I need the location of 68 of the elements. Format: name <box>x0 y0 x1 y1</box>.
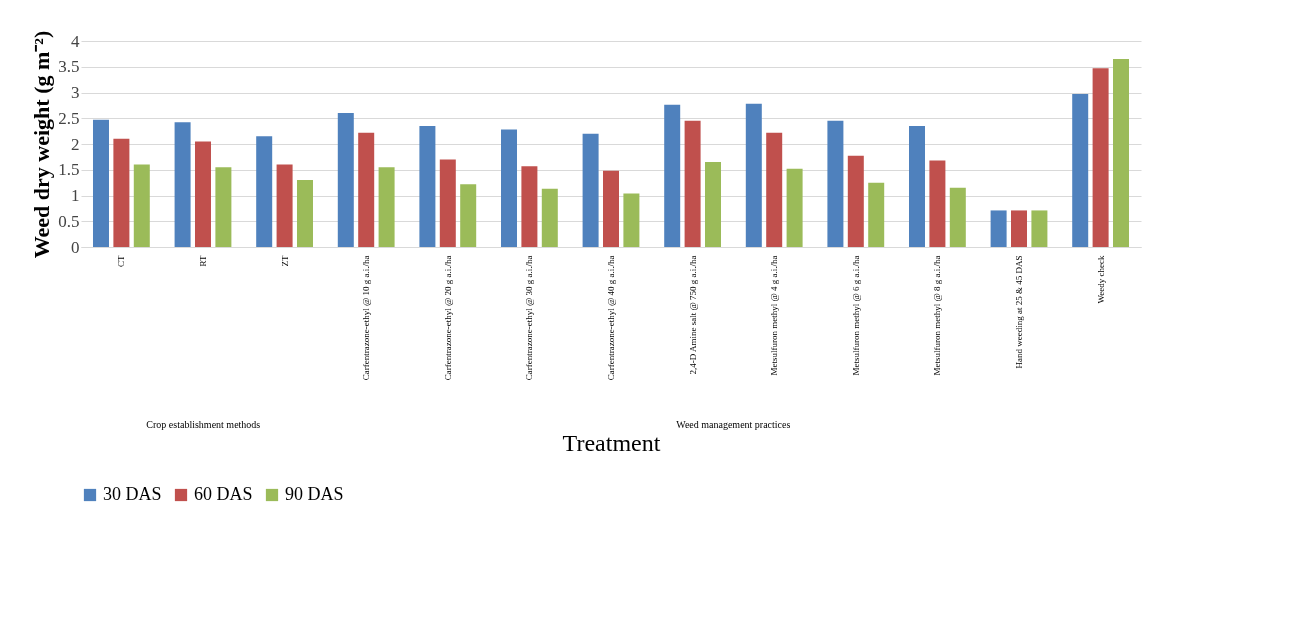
bar <box>194 141 211 247</box>
x-tick-label: Metsulfuron methyl @ 4 g a.i./ha <box>769 255 780 376</box>
bar <box>1072 94 1089 247</box>
x-tick-label: RT <box>197 255 208 267</box>
bar <box>664 104 681 247</box>
bar <box>133 164 150 247</box>
x-tick-label: CT <box>116 255 127 268</box>
bar <box>623 193 640 247</box>
x-tick-label: Carfentrazone-ethyl @ 40 g a.i./ha <box>606 255 616 381</box>
bar <box>439 159 456 247</box>
y-tick-label: 2.5 <box>58 108 80 128</box>
bar <box>603 170 619 247</box>
x-tick-label: 2,4-D Amine salt @ 750 g a.i./ha <box>687 255 698 375</box>
bar <box>684 120 701 247</box>
y-tick-label: 2 <box>71 134 80 154</box>
bar <box>215 167 232 247</box>
x-tick-label: Weedy check <box>1095 255 1106 304</box>
bar <box>786 168 803 247</box>
bar <box>949 187 966 247</box>
bar <box>378 167 395 247</box>
bar <box>909 125 925 247</box>
bar <box>745 103 762 247</box>
text: Crop establishment methods <box>146 419 261 430</box>
y-tick-label: 4 <box>71 31 80 51</box>
bar <box>297 180 313 247</box>
y-tick-label: 0.5 <box>58 211 80 231</box>
bar <box>256 136 273 247</box>
bar <box>419 125 436 247</box>
bar <box>990 210 1007 247</box>
bar <box>1113 59 1130 247</box>
bar <box>113 138 130 247</box>
text: Weed management practices <box>676 419 791 430</box>
bar <box>929 160 946 247</box>
x-tick-label: Metsulfuron methyl @ 8 g a.i./ha <box>932 255 943 376</box>
y-tick-label: 1.5 <box>58 160 80 180</box>
bar <box>92 119 109 247</box>
y-tick-label: 0 <box>71 237 80 257</box>
legend-label: 60 DAS <box>194 484 253 504</box>
y-axis-title: Weed dry weight (g m⁻²) <box>29 30 55 259</box>
x-tick-label: Carfentrazone-ethyl @ 30 g a.i./ha <box>524 255 535 381</box>
bar <box>174 122 191 247</box>
bar <box>582 133 599 247</box>
bar <box>337 113 354 247</box>
x-tick-label: ZT <box>279 255 290 267</box>
bar <box>766 132 783 247</box>
bar <box>501 129 517 247</box>
bar <box>1031 210 1048 247</box>
y-tick-label: 1 <box>71 186 80 205</box>
bar <box>868 182 885 247</box>
bar <box>1092 68 1109 247</box>
bar <box>358 132 375 247</box>
bar <box>847 155 864 247</box>
y-tick-label: 3 <box>71 83 80 102</box>
x-tick-label: Metsulfuron methyl @ 6 g a.i./ha <box>850 255 861 376</box>
bar <box>827 120 844 247</box>
x-axis-title: Treatment <box>562 430 661 457</box>
x-tick-label: Hand weeding at 25 & 45 DAS <box>1014 255 1025 369</box>
x-tick-label: Carfentrazone-ethyl @ 10 g a.i./ha <box>361 255 372 381</box>
bar <box>276 164 293 247</box>
bar <box>521 166 538 247</box>
legend-label: 90 DAS <box>285 484 344 504</box>
y-tick-label: 3.5 <box>58 57 80 77</box>
bar <box>460 184 477 247</box>
legend-label: 30 DAS <box>103 484 162 504</box>
bar <box>705 162 721 247</box>
bar <box>541 188 558 247</box>
bar <box>1011 210 1028 247</box>
x-tick-label: Carfentrazone-ethyl @ 20 g a.i./ha <box>442 255 453 381</box>
